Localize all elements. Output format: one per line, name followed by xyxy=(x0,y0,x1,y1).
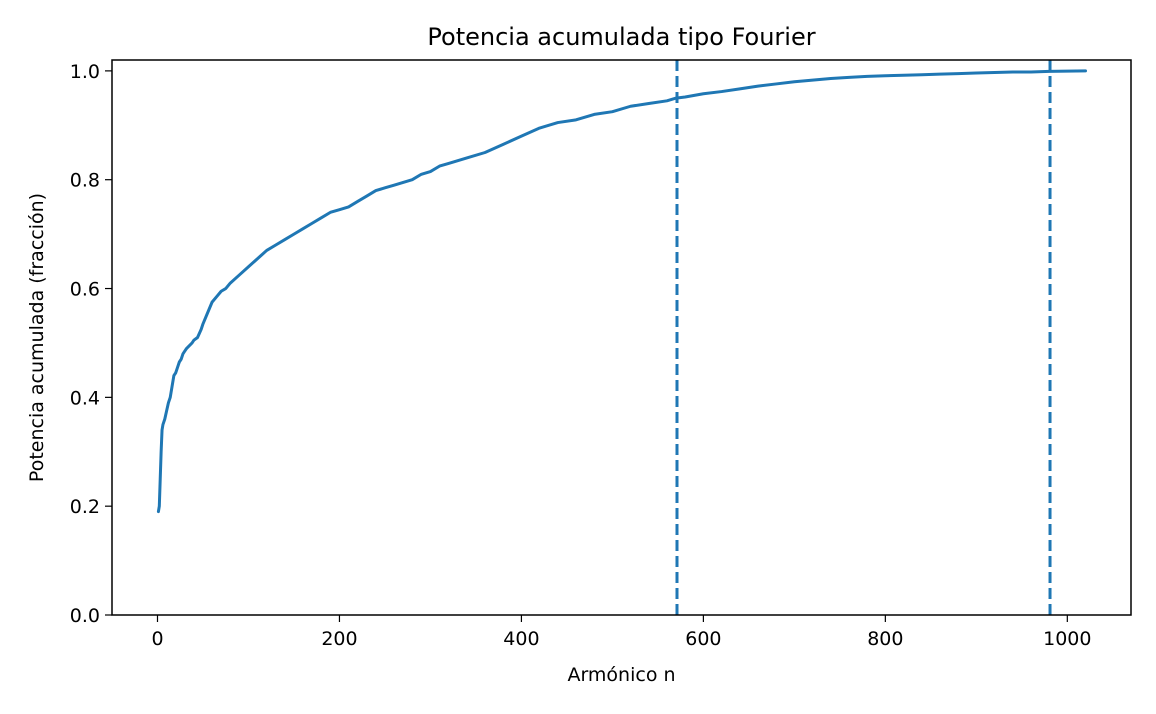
y-tick-label: 0.0 xyxy=(70,605,100,627)
y-tick-label: 0.6 xyxy=(70,279,100,301)
series-line-1 xyxy=(156,69,1088,514)
x-tick-label: 1000 xyxy=(1043,628,1091,650)
x-tick-label: 0 xyxy=(151,628,163,650)
y-tick-label: 0.4 xyxy=(70,387,100,409)
y-axis-label: Potencia acumulada (fracción) xyxy=(26,193,48,482)
x-tick-label: 800 xyxy=(867,628,903,650)
y-tick-label: 1.0 xyxy=(70,61,100,83)
plot-area xyxy=(156,60,1088,615)
x-axis-label: Armónico n xyxy=(567,664,675,686)
x-tick-label: 400 xyxy=(503,628,539,650)
y-tick-label: 0.2 xyxy=(70,496,100,518)
x-tick-label: 200 xyxy=(321,628,357,650)
x-tick-label: 600 xyxy=(685,628,721,650)
y-axis: 0.0 0.2 0.4 0.6 0.8 1.0 xyxy=(70,61,112,627)
y-tick-label: 0.8 xyxy=(70,170,100,192)
plot-frame xyxy=(111,59,1132,616)
x-axis: 0 200 400 600 800 1000 xyxy=(151,615,1091,650)
chart-title: Potencia acumulada tipo Fourier xyxy=(427,23,815,51)
